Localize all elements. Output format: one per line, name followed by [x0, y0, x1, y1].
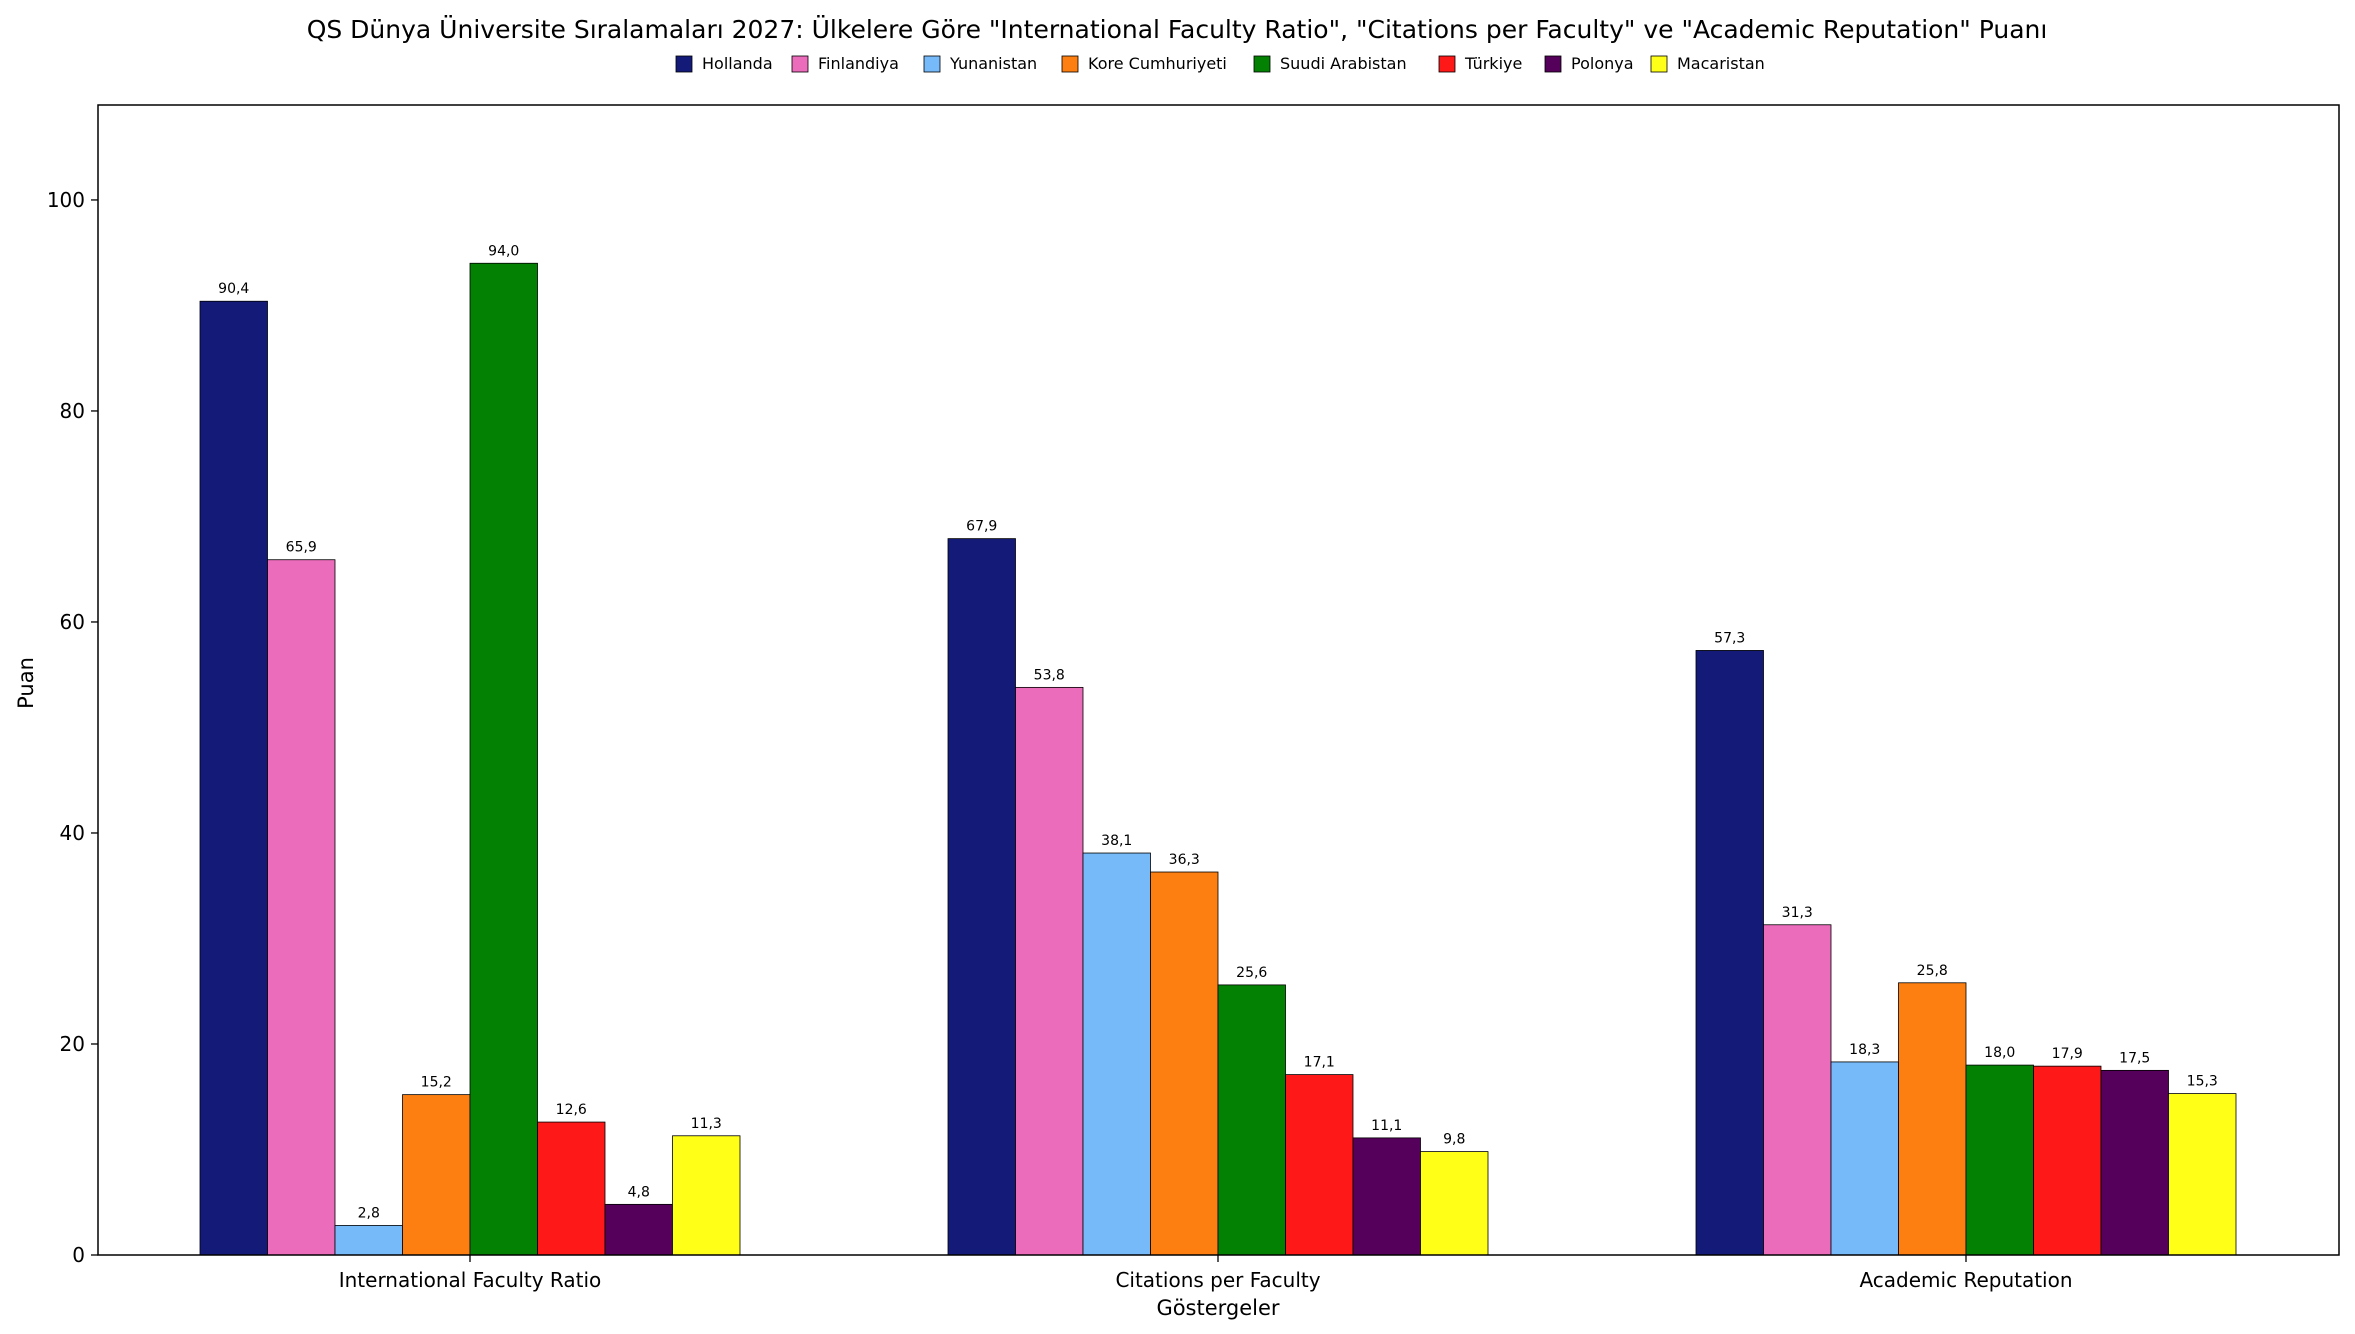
y-tick-label: 60 — [60, 610, 85, 634]
bar — [1082, 852, 1151, 1256]
bar — [1150, 871, 1219, 1256]
x-axis-ticks: International Faculty Ratio Citations per… — [339, 1255, 2073, 1292]
bar — [1695, 650, 1764, 1256]
bar — [537, 1121, 606, 1256]
bar-value-label: 38,1 — [1101, 833, 1132, 849]
bar — [267, 559, 336, 1256]
legend-label: Hollanda — [702, 54, 773, 73]
bar — [1217, 984, 1286, 1256]
y-tick-label: 40 — [60, 821, 85, 845]
bar — [1763, 924, 1832, 1256]
legend: Hollanda Finlandiya Yunanistan Kore Cumhuri… — [675, 54, 1765, 73]
bar-value-label: 67,9 — [966, 519, 997, 535]
bar-value-label: 15,3 — [2187, 1074, 2218, 1090]
legend-label: Finlandiya — [818, 54, 899, 73]
legend-swatch — [791, 55, 809, 73]
chart-title: QS Dünya Üniversite Sıralamaları 2027: Ü… — [307, 15, 2048, 44]
legend-label: Türkiye — [1464, 54, 1522, 73]
bar-value-label: 15,2 — [421, 1075, 452, 1091]
legend-label: Macaristan — [1677, 54, 1765, 73]
y-tick-label: 20 — [60, 1032, 85, 1056]
bar — [1285, 1074, 1354, 1256]
bar — [2100, 1069, 2169, 1256]
bar-value-label: 90,4 — [218, 281, 249, 297]
bar — [604, 1203, 673, 1256]
x-tick-label: Academic Reputation — [1859, 1268, 2072, 1292]
bar-value-label: 17,5 — [2119, 1050, 2150, 1066]
bar-value-label: 57,3 — [1714, 630, 1745, 646]
bar-value-label: 53,8 — [1034, 667, 1065, 683]
bar-value-label: 25,6 — [1236, 965, 1267, 981]
bar — [672, 1135, 741, 1256]
bar — [1352, 1137, 1421, 1256]
bar-value-label: 65,9 — [286, 540, 317, 556]
bar — [334, 1225, 403, 1256]
y-tick-label: 100 — [47, 188, 85, 212]
bar — [947, 538, 1016, 1256]
bar — [1898, 982, 1967, 1256]
bar-value-label: 11,1 — [1371, 1118, 1402, 1134]
bar-value-label: 17,1 — [1304, 1055, 1335, 1071]
bar — [2168, 1093, 2237, 1256]
bar-value-label: 12,6 — [556, 1102, 587, 1118]
bar — [1015, 686, 1084, 1256]
bar-value-label: 17,9 — [2052, 1046, 2083, 1062]
bar-labels-group: 90,4 67,9 57,3 65,9 53,8 31,3 2,8 38,1 18,3 15,2 3… — [218, 243, 2218, 1221]
legend-swatch — [1061, 55, 1079, 73]
bar-value-label: 4,8 — [628, 1184, 650, 1200]
x-tick-label: International Faculty Ratio — [339, 1268, 602, 1292]
legend-label: Kore Cumhuriyeti — [1088, 54, 1227, 73]
legend-swatch — [1438, 55, 1456, 73]
bar-value-label: 18,0 — [1984, 1045, 2015, 1061]
y-tick-label: 80 — [60, 399, 85, 423]
legend-label: Polonya — [1571, 54, 1634, 73]
y-tick-label: 0 — [72, 1243, 85, 1267]
legend-label: Suudi Arabistan — [1280, 54, 1407, 73]
bar — [402, 1094, 471, 1256]
bar-value-label: 9,8 — [1443, 1132, 1465, 1148]
legend-swatch — [1544, 55, 1562, 73]
bar-value-label: 94,0 — [488, 243, 519, 259]
x-axis-label: Göstergeler — [1156, 1296, 1279, 1320]
y-axis-ticks: 0 20 40 60 80 100 — [47, 188, 98, 1267]
legend-swatch — [923, 55, 941, 73]
bar — [1830, 1061, 1899, 1256]
legend-swatch — [1253, 55, 1271, 73]
bar — [1965, 1064, 2034, 1256]
legend-swatch — [675, 55, 693, 73]
bar-value-label: 31,3 — [1782, 905, 1813, 921]
bar — [199, 300, 268, 1256]
bar — [469, 262, 538, 1256]
bar-value-label: 25,8 — [1917, 963, 1948, 979]
bar-value-label: 11,3 — [691, 1116, 722, 1132]
bars-group — [199, 262, 2237, 1256]
bar-value-label: 18,3 — [1849, 1042, 1880, 1058]
x-tick-label: Citations per Faculty — [1115, 1268, 1320, 1292]
legend-swatch — [1650, 55, 1668, 73]
bar-value-label: 2,8 — [358, 1205, 380, 1221]
legend-label: Yunanistan — [949, 54, 1037, 73]
y-axis-label: Puan — [14, 657, 38, 709]
bar — [2033, 1065, 2102, 1256]
bar-value-label: 36,3 — [1169, 852, 1200, 868]
bar — [1420, 1151, 1489, 1256]
